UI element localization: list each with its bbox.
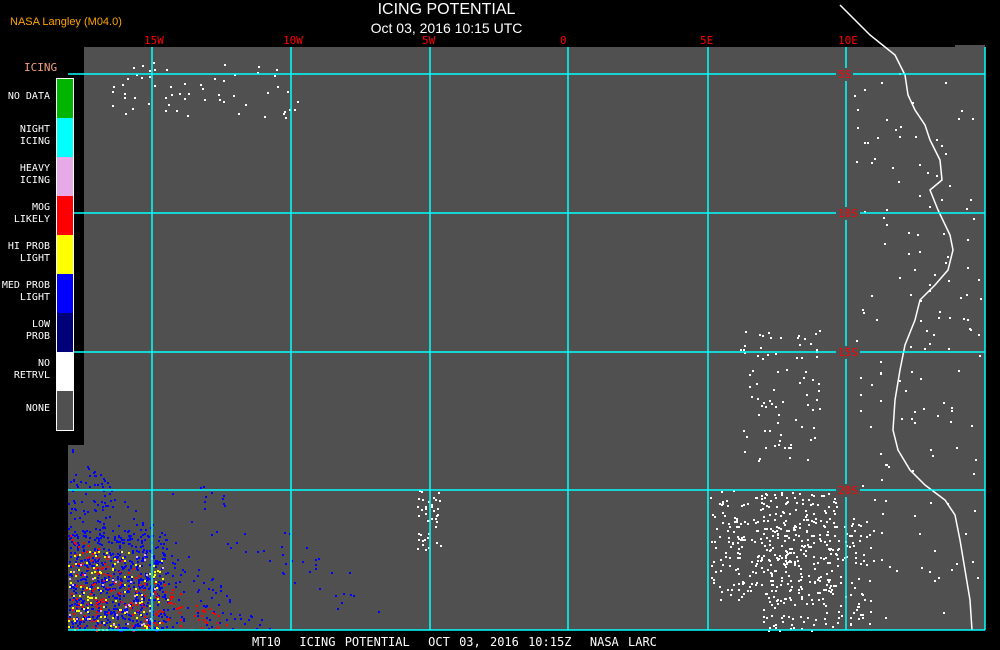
longitude-label: 5E [700, 34, 714, 47]
latitude-label: 20S [836, 484, 860, 497]
legend-label: HEAVY ICING [19, 163, 50, 186]
legend-swatch [57, 235, 73, 274]
latitude-label: 15S [836, 346, 860, 359]
legend-swatch [57, 157, 73, 196]
legend-title: ICING [24, 61, 58, 74]
latitude-label: 10S [836, 207, 860, 220]
footer-caption: MT10 ICING POTENTIAL OCT 03, 2016 10:15Z… [252, 635, 657, 649]
legend-label: MOG LIKELY [13, 202, 50, 225]
legend-swatch [57, 274, 73, 313]
legend-swatch [57, 391, 73, 430]
legend-swatch [57, 196, 73, 235]
longitude-label: 10E [838, 34, 858, 47]
legend-label: NIGHT ICING [19, 124, 50, 147]
legend-swatch [57, 313, 73, 352]
cloud-features [68, 62, 982, 632]
graticule [68, 47, 986, 631]
legend-swatch [57, 352, 73, 391]
longitude-label: 10W [283, 34, 303, 47]
map-timestamp: Oct 03, 2016 10:15 UTC [370, 20, 523, 36]
legend-label: HI PROB LIGHT [7, 241, 50, 264]
map-area [68, 45, 985, 630]
legend-swatch [57, 118, 73, 157]
legend-label: LOW PROB [25, 319, 50, 342]
legend-label: NONE [25, 403, 50, 414]
latitude-label: 5S [836, 68, 854, 81]
longitude-label: 15W [144, 34, 164, 47]
legend-label: MED PROB LIGHT [1, 280, 50, 303]
color-legend [56, 78, 74, 431]
legend-label: NO DATA [7, 91, 50, 102]
longitude-label: 5W [422, 34, 436, 47]
longitude-label: 0 [560, 34, 567, 47]
producer-label: NASA Langley (M04.0) [10, 16, 122, 28]
legend-swatch [57, 79, 73, 118]
map-title: ICING POTENTIAL [377, 1, 516, 18]
coastline [839, 4, 973, 631]
legend-label: NO RETRVL [13, 358, 50, 381]
